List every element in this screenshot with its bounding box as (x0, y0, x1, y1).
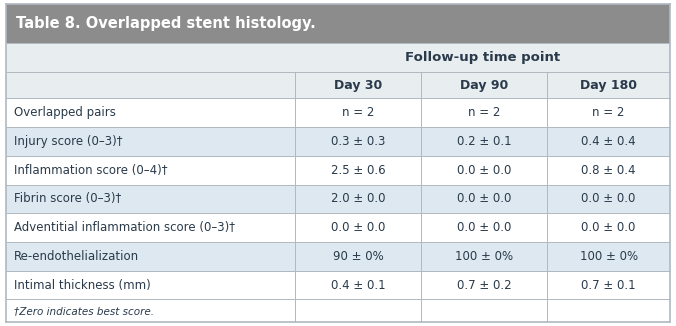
Text: Day 30: Day 30 (334, 79, 382, 92)
Bar (6, 213, 670, 242)
Text: Day 90: Day 90 (460, 79, 508, 92)
Text: 2.0 ± 0.0: 2.0 ± 0.0 (331, 192, 385, 205)
Bar (6, 43, 670, 72)
Text: 0.3 ± 0.3: 0.3 ± 0.3 (331, 135, 385, 148)
Text: n = 2: n = 2 (592, 106, 625, 119)
Bar (6, 4, 670, 43)
Text: n = 2: n = 2 (468, 106, 500, 119)
Text: 2.5 ± 0.6: 2.5 ± 0.6 (331, 164, 385, 177)
Text: 100 ± 0%: 100 ± 0% (579, 250, 637, 263)
Text: 0.4 ± 0.1: 0.4 ± 0.1 (331, 279, 385, 291)
Text: Inflammation score (0–4)†: Inflammation score (0–4)† (14, 164, 168, 177)
Text: Follow-up time point: Follow-up time point (405, 51, 560, 64)
Text: Table 8. Overlapped stent histology.: Table 8. Overlapped stent histology. (16, 16, 316, 31)
Text: †Zero indicates best score.: †Zero indicates best score. (14, 306, 154, 316)
Text: Overlapped pairs: Overlapped pairs (14, 106, 116, 119)
Text: 0.4 ± 0.4: 0.4 ± 0.4 (581, 135, 636, 148)
Text: 0.7 ± 0.1: 0.7 ± 0.1 (581, 279, 636, 291)
Text: 0.0 ± 0.0: 0.0 ± 0.0 (457, 164, 511, 177)
Text: 0.0 ± 0.0: 0.0 ± 0.0 (457, 221, 511, 234)
Text: Injury score (0–3)†: Injury score (0–3)† (14, 135, 122, 148)
Bar (6, 127, 670, 156)
Text: 0.2 ± 0.1: 0.2 ± 0.1 (457, 135, 511, 148)
Text: Day 180: Day 180 (580, 79, 637, 92)
Bar (6, 156, 670, 185)
Text: 0.0 ± 0.0: 0.0 ± 0.0 (331, 221, 385, 234)
Text: 0.0 ± 0.0: 0.0 ± 0.0 (581, 221, 635, 234)
Bar (6, 300, 670, 322)
Text: Re-endothelialization: Re-endothelialization (14, 250, 139, 263)
Bar (6, 98, 670, 127)
Text: 0.0 ± 0.0: 0.0 ± 0.0 (581, 192, 635, 205)
Text: Adventitial inflammation score (0–3)†: Adventitial inflammation score (0–3)† (14, 221, 235, 234)
Text: Fibrin score (0–3)†: Fibrin score (0–3)† (14, 192, 122, 205)
Bar (6, 185, 670, 213)
Text: 0.0 ± 0.0: 0.0 ± 0.0 (457, 192, 511, 205)
Bar (6, 271, 670, 300)
Bar (6, 72, 670, 98)
Text: 90 ± 0%: 90 ± 0% (333, 250, 383, 263)
Text: 100 ± 0%: 100 ± 0% (455, 250, 513, 263)
Text: 0.8 ± 0.4: 0.8 ± 0.4 (581, 164, 636, 177)
Bar (6, 242, 670, 271)
Text: 0.7 ± 0.2: 0.7 ± 0.2 (457, 279, 511, 291)
Text: Intimal thickness (mm): Intimal thickness (mm) (14, 279, 151, 291)
Text: n = 2: n = 2 (342, 106, 374, 119)
